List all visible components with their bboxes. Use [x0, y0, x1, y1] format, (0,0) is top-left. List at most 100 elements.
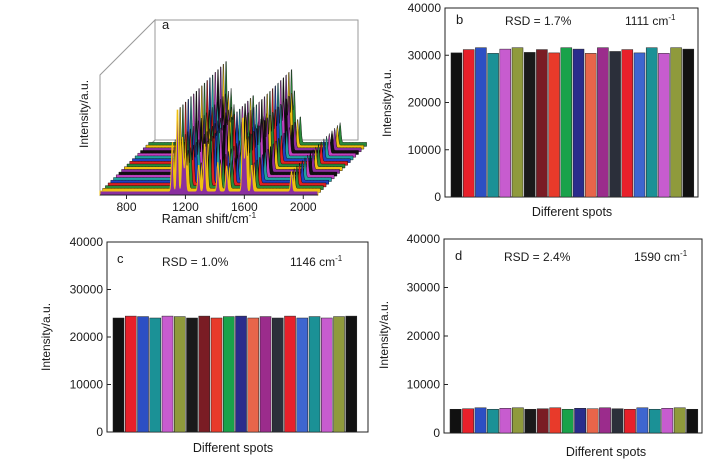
panel-d-peak-sup: -1 — [680, 249, 688, 258]
panel-c-xlabel: Different spots — [193, 441, 273, 455]
bar — [474, 407, 487, 434]
bar — [523, 52, 536, 198]
bar — [125, 315, 137, 433]
bar — [512, 407, 524, 434]
bar — [609, 51, 621, 198]
bar — [296, 317, 309, 433]
panel-b-y-ticks: 0 10000 20000 30000 40000 — [408, 1, 449, 204]
panel-d-letter: d — [455, 248, 462, 263]
bar — [235, 315, 247, 433]
panel-d-bars — [449, 407, 699, 434]
panel-a-letter: a — [162, 17, 170, 32]
panel-d-frame — [443, 238, 703, 434]
panel-c-bars — [112, 315, 358, 433]
bar — [624, 408, 636, 434]
panel-a: 800 1200 1600 2000 a Intensity/a.u. Raman s… — [77, 17, 367, 226]
panel-a-xlabel: Raman shift/cm-1 — [162, 210, 257, 226]
panel-c-letter: c — [117, 251, 124, 266]
y-tick-label: 0 — [434, 190, 441, 204]
bar — [487, 408, 499, 434]
panel-d-rsd: RSD = 2.4% — [504, 250, 571, 264]
bar — [450, 52, 463, 198]
bar — [584, 53, 597, 198]
bar — [210, 317, 223, 433]
bar — [560, 47, 573, 198]
bar — [475, 47, 487, 198]
spectrum-line — [102, 107, 321, 193]
bar — [462, 49, 475, 198]
panel-c-rsd: RSD = 1.0% — [162, 255, 229, 269]
bar — [223, 316, 235, 433]
bar — [524, 408, 537, 434]
x-tick-label: 800 — [116, 200, 136, 214]
bar — [198, 315, 211, 433]
y-tick-label: 40000 — [407, 232, 441, 246]
bar — [462, 408, 474, 434]
y-tick-label: 10000 — [408, 143, 442, 157]
y-tick-label: 40000 — [408, 1, 442, 15]
panel-d-ylabel: Intensity/a.u. — [377, 301, 391, 369]
bar — [272, 317, 284, 433]
bar — [499, 48, 512, 198]
bar — [572, 48, 585, 198]
bar — [511, 47, 524, 198]
panel-b-bars — [450, 47, 695, 198]
bar — [682, 48, 695, 198]
bar — [621, 49, 634, 198]
panel-c: 0 10000 20000 30000 40000 c RSD = 1.0% 1146 … — [39, 235, 369, 455]
y-tick-label: 30000 — [408, 48, 442, 62]
bar — [597, 47, 609, 198]
y-tick-label: 20000 — [407, 329, 441, 343]
bar — [333, 316, 345, 433]
y-tick-label: 10000 — [70, 378, 104, 392]
panel-b-xlabel: Different spots — [532, 205, 612, 219]
panel-b-peak-sup: -1 — [668, 13, 676, 22]
bar — [645, 47, 658, 198]
bar — [561, 408, 574, 434]
spectrum-line — [99, 109, 319, 196]
panel-b-ylabel: Intensity/a.u. — [380, 69, 394, 137]
bar — [259, 316, 272, 433]
panel-b-peak: 1111 cm-1 — [625, 13, 676, 28]
bar — [549, 407, 562, 434]
spectrum-line — [105, 104, 324, 190]
panel-b-rsd: RSD = 1.7% — [505, 14, 572, 28]
y-tick-label: 40000 — [70, 235, 104, 249]
panel-c-peak: 1146 cm-1 — [290, 254, 343, 269]
panel-c-peak-text: 1146 cm — [290, 255, 335, 269]
x-tick-label: 1600 — [231, 200, 258, 214]
bar — [586, 408, 599, 434]
bar — [658, 53, 670, 198]
x-tick-label: 1200 — [172, 200, 199, 214]
bar — [636, 407, 649, 434]
bar — [499, 408, 512, 434]
y-tick-label: 20000 — [70, 330, 104, 344]
bar — [611, 408, 624, 434]
panel-d-peak: 1590 cm-1 — [634, 249, 688, 264]
bar — [661, 408, 674, 434]
y-tick-label: 0 — [433, 426, 440, 440]
bar — [137, 316, 149, 433]
bar — [112, 317, 125, 433]
bar — [449, 408, 462, 434]
bar — [673, 407, 686, 434]
y-tick-label: 0 — [96, 425, 103, 439]
bar — [487, 53, 499, 198]
bar — [174, 316, 186, 433]
bar — [574, 408, 586, 434]
spectra-group — [99, 61, 367, 196]
panel-b: 0 10000 20000 30000 40000 b RSD = 1.7% 1111 … — [380, 1, 699, 219]
panel-a-back-wall — [154, 19, 359, 141]
bar — [670, 47, 682, 198]
bar — [536, 408, 549, 434]
bar — [186, 317, 198, 433]
bar — [149, 317, 162, 433]
bar — [345, 315, 358, 433]
panel-d: 0 10000 20000 30000 40000 d RSD = 2.4% 1590 … — [377, 232, 703, 459]
y-tick-label: 10000 — [407, 378, 441, 392]
bar — [633, 52, 646, 198]
panel-a-x-ticks: 800 1200 1600 2000 — [116, 195, 317, 214]
panel-d-peak-text: 1590 cm — [634, 250, 680, 264]
panel-d-xlabel: Different spots — [566, 445, 646, 459]
